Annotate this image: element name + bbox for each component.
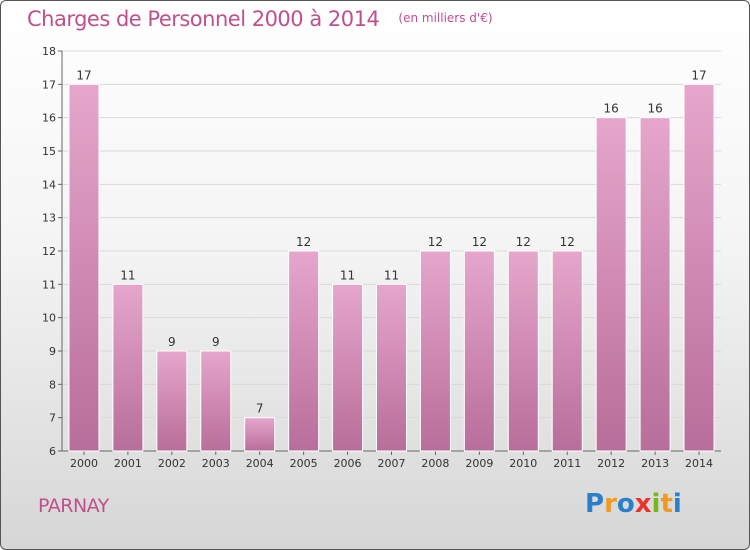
bar-value-label: 12 bbox=[516, 235, 531, 249]
bar bbox=[639, 117, 671, 452]
y-tick-label: 11 bbox=[42, 278, 56, 291]
bar-value-label: 11 bbox=[120, 268, 135, 282]
bar-value-label: 11 bbox=[340, 268, 355, 282]
x-tick-label: 2003 bbox=[202, 457, 230, 470]
bar bbox=[419, 250, 451, 452]
y-tick-label: 15 bbox=[42, 145, 56, 158]
x-tick-label: 2013 bbox=[641, 457, 669, 470]
logo-letter: P bbox=[585, 489, 605, 519]
x-tick-label: 2005 bbox=[290, 457, 318, 470]
y-tick-label: 7 bbox=[49, 412, 56, 425]
x-tick-label: 2008 bbox=[421, 457, 449, 470]
logo-letter: x bbox=[634, 489, 652, 519]
logo-letter: r bbox=[604, 489, 617, 519]
y-tick-label: 13 bbox=[42, 212, 56, 225]
place-name: PARNAY bbox=[38, 495, 109, 517]
x-tick-label: 2001 bbox=[114, 457, 142, 470]
bar bbox=[463, 250, 495, 452]
bar bbox=[332, 283, 364, 452]
y-tick-label: 9 bbox=[49, 345, 56, 358]
bar-value-label: 12 bbox=[472, 235, 487, 249]
y-tick-label: 18 bbox=[42, 45, 56, 58]
bar-value-label: 12 bbox=[296, 235, 311, 249]
x-tick-label: 2006 bbox=[334, 457, 362, 470]
bar-value-label: 12 bbox=[428, 235, 443, 249]
bar bbox=[507, 250, 539, 452]
bar bbox=[156, 350, 188, 452]
y-tick-label: 8 bbox=[49, 378, 56, 391]
chart-title: Charges de Personnel 2000 à 2014 bbox=[27, 7, 380, 31]
x-tick-label: 2011 bbox=[553, 457, 581, 470]
bar bbox=[595, 117, 627, 452]
bar bbox=[288, 250, 320, 452]
x-tick-label: 2009 bbox=[465, 457, 493, 470]
chart-unit-note: (en milliers d'€) bbox=[398, 11, 493, 25]
x-tick-label: 2014 bbox=[685, 457, 713, 470]
logo-letter: i bbox=[651, 489, 661, 519]
y-tick-label: 14 bbox=[42, 178, 56, 191]
proxiti-logo: Proxiti bbox=[585, 489, 682, 519]
y-tick-label: 10 bbox=[42, 312, 56, 325]
bar-layer bbox=[68, 83, 715, 452]
y-tick-label: 6 bbox=[49, 445, 56, 458]
bar-value-label: 17 bbox=[691, 68, 706, 82]
bar-value-label: 9 bbox=[212, 335, 220, 349]
y-tick-label: 12 bbox=[42, 245, 56, 258]
bar-value-label: 11 bbox=[384, 268, 399, 282]
bar bbox=[683, 83, 715, 452]
label-layer: 17 11 9 9 7 12 11 11 12 12 12 12 16 16 17 bbox=[76, 68, 706, 415]
bar bbox=[68, 83, 100, 452]
bar bbox=[200, 350, 232, 452]
title-row: Charges de Personnel 2000 à 2014 (en mil… bbox=[27, 7, 493, 31]
x-tick-label: 2004 bbox=[246, 457, 274, 470]
logo-letter: o bbox=[616, 489, 635, 519]
x-tick-label: 2010 bbox=[509, 457, 537, 470]
x-tick-label: 2002 bbox=[158, 457, 186, 470]
x-tick-label: 2000 bbox=[70, 457, 98, 470]
x-tick-label: 2012 bbox=[597, 457, 625, 470]
y-tick-label: 16 bbox=[42, 112, 56, 125]
bar-value-label: 7 bbox=[256, 402, 264, 416]
logo-letter: t bbox=[660, 489, 673, 519]
bar-value-label: 17 bbox=[76, 68, 91, 82]
bar bbox=[376, 283, 407, 452]
bar bbox=[244, 417, 276, 452]
bar bbox=[551, 250, 583, 452]
bar-value-label: 16 bbox=[604, 102, 619, 116]
bar-value-label: 9 bbox=[168, 335, 176, 349]
logo-letter: i bbox=[672, 489, 682, 519]
bar-value-label: 12 bbox=[560, 235, 575, 249]
y-tick-label: 17 bbox=[42, 78, 56, 91]
axis-layer: 6 7 8 9 10 11 12 13 14 15 16 17 18 2000 2001 2002 2003 20… bbox=[42, 45, 721, 470]
bar bbox=[112, 283, 144, 452]
x-tick-label: 2007 bbox=[378, 457, 406, 470]
bar-value-label: 16 bbox=[647, 102, 662, 116]
